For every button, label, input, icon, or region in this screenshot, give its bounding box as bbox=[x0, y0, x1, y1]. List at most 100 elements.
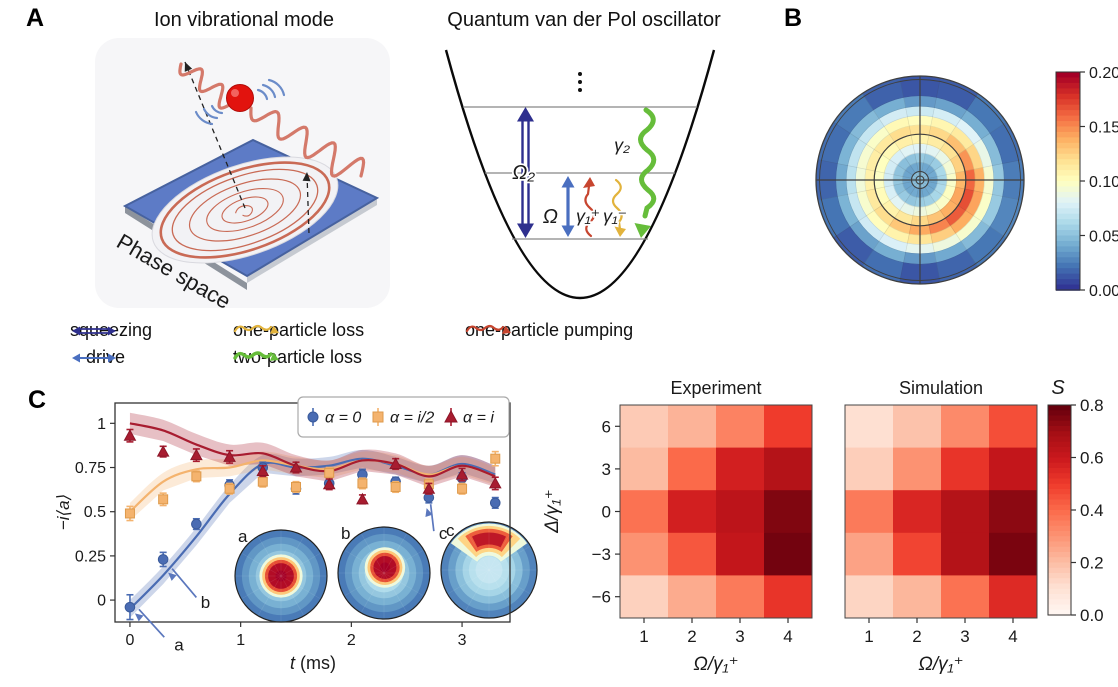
svg-text:0.4: 0.4 bbox=[1080, 501, 1104, 520]
legend-label-one-particle-loss: one-particle loss bbox=[233, 320, 365, 340]
series-markers bbox=[123, 428, 502, 505]
wigner-colorbar: 0.20 0.15 0.10 0.05 0.00 bbox=[1055, 65, 1118, 300]
wigner-polar-heatmap: 0.20 0.15 0.10 0.05 0.00 bbox=[815, 65, 1118, 300]
svg-text:3: 3 bbox=[602, 460, 611, 479]
svg-text:0.75: 0.75 bbox=[75, 460, 106, 477]
panel-a-label: A bbox=[26, 4, 45, 32]
inset-polar-b bbox=[338, 527, 430, 619]
legend-item-one-particle-loss: one-particle loss bbox=[233, 320, 364, 341]
squeezing-arrow-icon bbox=[72, 326, 116, 335]
svg-text:1: 1 bbox=[639, 627, 648, 646]
drive-arrow bbox=[561, 176, 575, 237]
illustration-decorations bbox=[178, 61, 366, 235]
panel-b-label: B bbox=[784, 4, 803, 32]
svg-text:0: 0 bbox=[602, 503, 611, 522]
squeezing-heatmaps: Experiment 1 2 3 4 Ω/γ₁⁺ Simulation 1 2 3 4 Ω/γ₁⁺ 6 3… bbox=[542, 377, 1104, 675]
inset-label: b bbox=[341, 524, 350, 543]
x-axis-label: t (ms) bbox=[290, 653, 336, 673]
svg-text:0.25: 0.25 bbox=[75, 548, 106, 565]
heatmap-simulation bbox=[844, 404, 1038, 619]
panel-c-label: C bbox=[28, 386, 47, 414]
heatmap-y-label: Δ/γ₁⁺ bbox=[542, 489, 563, 534]
svg-text:0.8: 0.8 bbox=[1080, 396, 1104, 415]
heatmap-experiment bbox=[619, 404, 813, 619]
svg-text:0.2: 0.2 bbox=[1080, 554, 1104, 573]
plate-skirt-right bbox=[247, 198, 377, 283]
chart-legend: α = 0 α = i/2 α = i bbox=[297, 396, 510, 438]
heatmap-x-label: Ω/γ₁⁺ bbox=[693, 654, 738, 675]
svg-text:0.10: 0.10 bbox=[1089, 174, 1118, 191]
ion-vibrational-mode-illustration: Phase space bbox=[95, 38, 390, 314]
two-particle-loss-arrow-icon bbox=[233, 350, 279, 361]
inset-polar-c bbox=[441, 522, 537, 618]
svg-text:2: 2 bbox=[912, 627, 921, 646]
series-line bbox=[129, 459, 496, 513]
panel-a-right-title: Quantum van der Pol oscillator bbox=[447, 9, 721, 31]
phase-space-spiral bbox=[151, 156, 339, 264]
svg-text:2: 2 bbox=[687, 627, 696, 646]
svg-text:0.00: 0.00 bbox=[1089, 283, 1118, 300]
y-axis-label: −i⟨a⟩ bbox=[54, 494, 73, 530]
annotation-label: a bbox=[174, 635, 184, 654]
omega-label: Ω bbox=[543, 206, 558, 228]
gamma1-plus-label: γ₁⁺ bbox=[576, 206, 600, 226]
svg-text:1: 1 bbox=[236, 632, 245, 649]
svg-text:4: 4 bbox=[1008, 627, 1017, 646]
svg-text:0.5: 0.5 bbox=[84, 504, 106, 521]
heatmap-title: Simulation bbox=[899, 378, 983, 398]
svg-text:6: 6 bbox=[602, 417, 611, 436]
svg-text:α = 0: α = 0 bbox=[325, 410, 361, 427]
two-particle-loss-arrow bbox=[634, 107, 657, 238]
one-particle-pumping-arrow-icon bbox=[465, 324, 511, 334]
colorbar-title: S bbox=[1051, 377, 1065, 399]
one-particle-loss-arrow-icon bbox=[233, 324, 279, 334]
series-line bbox=[129, 422, 496, 478]
heatmap-x-label: Ω/γ₁⁺ bbox=[918, 654, 963, 675]
squeezing-colorbar: 0.8 0.6 0.4 0.2 0.0 bbox=[1047, 396, 1104, 625]
gamma2-label: γ₂ bbox=[614, 135, 630, 155]
ion-ball-highlight bbox=[231, 89, 239, 97]
svg-text:3: 3 bbox=[458, 632, 467, 649]
annotation-label: b bbox=[201, 593, 210, 612]
svg-text:4: 4 bbox=[783, 627, 792, 646]
svg-text:3: 3 bbox=[735, 627, 744, 646]
omega2-label: Ω₂ bbox=[512, 162, 535, 184]
svg-text:2: 2 bbox=[347, 632, 356, 649]
inset-polar-a bbox=[235, 530, 327, 622]
svg-text:1: 1 bbox=[864, 627, 873, 646]
drive-arrow-icon bbox=[72, 353, 116, 362]
svg-text:3: 3 bbox=[960, 627, 969, 646]
svg-text:0.05: 0.05 bbox=[1089, 229, 1118, 246]
polar-heatmap-sectors bbox=[815, 75, 1025, 285]
legend-item-two-particle-loss: two-particle loss bbox=[233, 347, 362, 368]
squeezing-arrow bbox=[517, 107, 534, 238]
legend-item-one-particle-pumping: one-particle pumping bbox=[465, 320, 633, 341]
svg-text:0.0: 0.0 bbox=[1080, 606, 1104, 625]
svg-text:0.6: 0.6 bbox=[1080, 449, 1104, 468]
svg-text:−6: −6 bbox=[592, 588, 611, 607]
ion-ball bbox=[226, 84, 254, 112]
legend-item-squeezing: squeezing bbox=[70, 320, 152, 341]
svg-text:−3: −3 bbox=[592, 545, 611, 564]
legend-label-one-particle-pumping: one-particle pumping bbox=[465, 320, 634, 340]
svg-text:1: 1 bbox=[97, 416, 106, 433]
legend-item-drive: drive bbox=[70, 347, 125, 368]
potential-well-curve bbox=[444, 49, 716, 300]
panel-a-left-title: Ion vibrational mode bbox=[153, 9, 335, 31]
svg-text:0.15: 0.15 bbox=[1089, 120, 1118, 137]
gamma1-minus-label: γ₁⁻ bbox=[603, 206, 627, 226]
one-particle-pumping-arrow bbox=[583, 177, 596, 238]
svg-text:0: 0 bbox=[125, 632, 134, 649]
higher-levels-dots-icon bbox=[578, 72, 582, 92]
one-particle-loss-arrow bbox=[611, 178, 626, 237]
heatmap-title: Experiment bbox=[670, 378, 761, 398]
inset-label: c bbox=[446, 521, 455, 540]
legend-label-two-particle-loss: two-particle loss bbox=[233, 347, 363, 367]
svg-text:α = i: α = i bbox=[463, 410, 494, 427]
svg-text:α = i/2: α = i/2 bbox=[390, 410, 434, 427]
vdp-oscillator-diagram: Ω₂ Ω γ₁⁺ γ₁⁻ γ₂ bbox=[444, 49, 716, 300]
inset-label: a bbox=[238, 527, 248, 546]
annotation-label: c bbox=[439, 524, 448, 543]
